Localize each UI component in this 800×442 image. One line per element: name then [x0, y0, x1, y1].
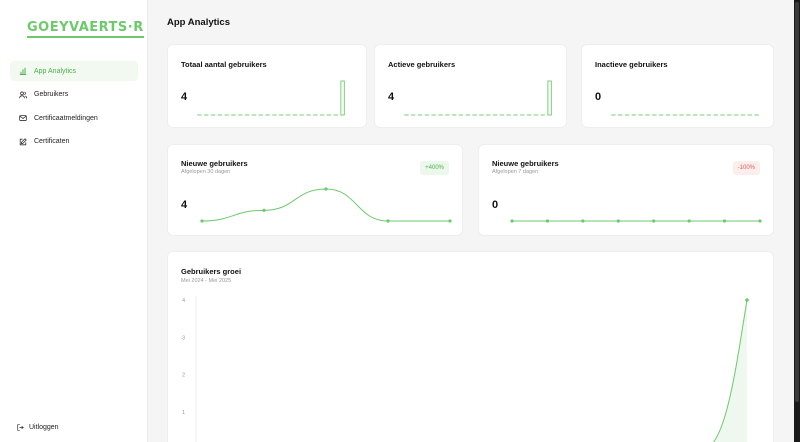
card-title: Nieuwe gebruikers: [492, 159, 559, 168]
card-subtitle: Mei 2024 - Mei 2025: [181, 278, 232, 284]
data-point: [545, 219, 550, 223]
sidebar-item-gebruikers[interactable]: Gebruikers: [10, 85, 138, 105]
logout-label: Uitloggen: [29, 424, 59, 431]
sidebar: GOEYVAERTS·R App Analytics Gebruikers Ce…: [0, 0, 148, 442]
series-area: [713, 300, 747, 442]
data-point: [510, 219, 514, 223]
card-title: Inactieve gebruikers: [595, 60, 668, 69]
sidebar-item-label: App Analytics: [34, 67, 77, 75]
card-subtitle: Afgelopen 30 dagen: [181, 169, 231, 175]
trend-line-30-days: [200, 187, 452, 223]
logout-icon: [17, 424, 24, 431]
stat-card-total-users: Totaal aantal gebruikers 4: [167, 44, 367, 128]
edit-icon: [19, 137, 27, 145]
sidebar-item-certificaten[interactable]: Certificaten: [10, 132, 138, 152]
trend-line-7-days: [510, 219, 762, 223]
card-value: 4: [181, 199, 188, 211]
series-line: [712, 299, 748, 442]
users-icon: [19, 91, 27, 98]
data-point: [200, 219, 204, 223]
sparkline-inactive-users: [611, 114, 759, 116]
card-value: 0: [595, 91, 602, 103]
card-title: Gebruikers groei: [181, 267, 242, 276]
scrollbar[interactable]: [794, 0, 800, 442]
data-point: [687, 219, 691, 223]
stat-card-inactive-users: Inactieve gebruikers 0: [581, 44, 774, 128]
card-title: Totaal aantal gebruikers: [181, 60, 267, 69]
data-point: [386, 219, 390, 223]
brand-logo[interactable]: GOEYVAERTS·R: [27, 21, 144, 38]
growth-chart: 4 3 2 1: [182, 296, 749, 442]
card-value: 0: [492, 199, 499, 211]
bar: [340, 80, 345, 116]
data-point: [581, 219, 585, 223]
data-point: [652, 219, 656, 223]
trend-card-7-days: Nieuwe gebruikers Afgelopen 7 dagen -100…: [478, 144, 774, 236]
y-tick-label: 2: [182, 373, 185, 379]
bar: [547, 80, 552, 116]
sidebar-item-label: Gebruikers: [34, 91, 69, 98]
page-title: App Analytics: [167, 17, 230, 28]
data-point: [448, 219, 452, 223]
change-badge: -100%: [732, 161, 760, 175]
mail-icon: [19, 115, 27, 121]
y-tick-label: 3: [182, 335, 185, 341]
sparkline-total-users: [197, 80, 345, 116]
stat-card-active-users: Actieve gebruikers 4: [374, 44, 567, 128]
data-point: [262, 208, 266, 212]
scrollbar-thumb[interactable]: [795, 2, 799, 402]
card-subtitle: Afgelopen 7 dagen: [492, 169, 539, 175]
growth-card: Gebruikers groei Mei 2024 - Mei 2025 4 3 2…: [167, 251, 774, 442]
sidebar-item-label: Certificaatmeldingen: [34, 114, 98, 122]
y-tick-label: 1: [182, 410, 185, 416]
sidebar-item-app-analytics[interactable]: App Analytics: [10, 61, 138, 81]
data-point: [616, 219, 620, 223]
sidebar-item-label: Certificaten: [34, 138, 70, 145]
change-badge: +400%: [420, 161, 449, 175]
logout-button[interactable]: Uitloggen: [17, 424, 59, 431]
sidebar-nav: App Analytics Gebruikers Certificaatmeld…: [10, 61, 138, 155]
y-tick-label: 4: [182, 298, 185, 304]
card-title: Actieve gebruikers: [388, 60, 456, 69]
trend-card-30-days: Nieuwe gebruikers Afgelopen 30 dagen +40…: [167, 144, 463, 236]
data-point: [722, 219, 727, 223]
card-title: Nieuwe gebruikers: [181, 159, 248, 168]
data-point: [324, 187, 328, 191]
data-point: [758, 219, 762, 223]
data-point: [745, 298, 749, 302]
card-value: 4: [181, 91, 188, 103]
series-line: [201, 188, 450, 222]
bar-chart-icon: [19, 67, 27, 75]
sparkline-active-users: [404, 80, 552, 116]
sidebar-item-certificaatmeldingen[interactable]: Certificaatmeldingen: [10, 108, 138, 128]
card-value: 4: [388, 91, 395, 103]
